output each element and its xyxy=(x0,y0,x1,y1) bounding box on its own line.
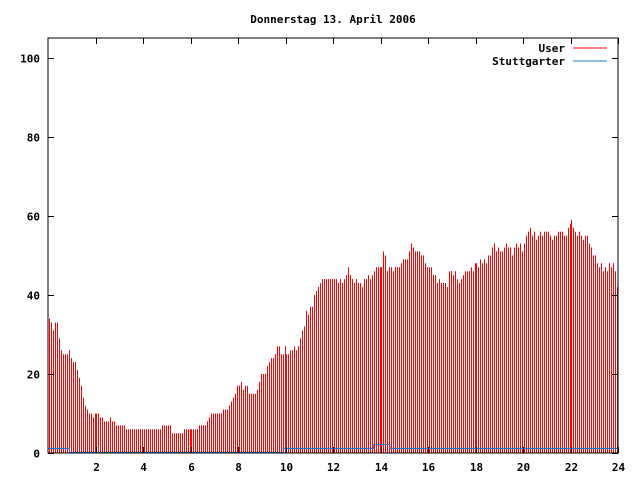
y-tick-label: 80 xyxy=(27,132,40,145)
legend: User Stuttgarter xyxy=(492,42,607,68)
x-tick-label: 18 xyxy=(470,461,483,474)
y-tick-label: 20 xyxy=(27,369,40,382)
legend-label-stuttgarter: Stuttgarter xyxy=(492,55,565,68)
x-tick-label: 24 xyxy=(612,461,626,474)
x-tick-label: 4 xyxy=(140,461,147,474)
x-tick-label: 22 xyxy=(565,461,578,474)
user-bars xyxy=(49,219,618,453)
y-tick-label: 100 xyxy=(20,53,40,66)
x-axis: 2 4 6 8 10 12 14 16 18 20 22 24 xyxy=(93,38,625,474)
y-tick-label: 0 xyxy=(33,448,40,461)
x-tick-label: 6 xyxy=(188,461,195,474)
x-tick-label: 8 xyxy=(235,461,242,474)
stuttgarter-series-line xyxy=(48,444,618,453)
x-tick-label: 14 xyxy=(375,461,389,474)
x-tick-label: 20 xyxy=(517,461,530,474)
x-tick-label: 10 xyxy=(280,461,293,474)
x-tick-label: 2 xyxy=(93,461,100,474)
stuttgarter-line xyxy=(48,444,618,453)
legend-label-user: User xyxy=(539,42,566,55)
y-tick-label: 60 xyxy=(27,211,40,224)
chart-title: Donnerstag 13. April 2006 xyxy=(250,13,416,26)
x-tick-label: 12 xyxy=(327,461,340,474)
y-axis: 0 20 40 60 80 100 xyxy=(20,53,618,461)
y-tick-label: 40 xyxy=(27,290,40,303)
x-tick-label: 16 xyxy=(422,461,436,474)
